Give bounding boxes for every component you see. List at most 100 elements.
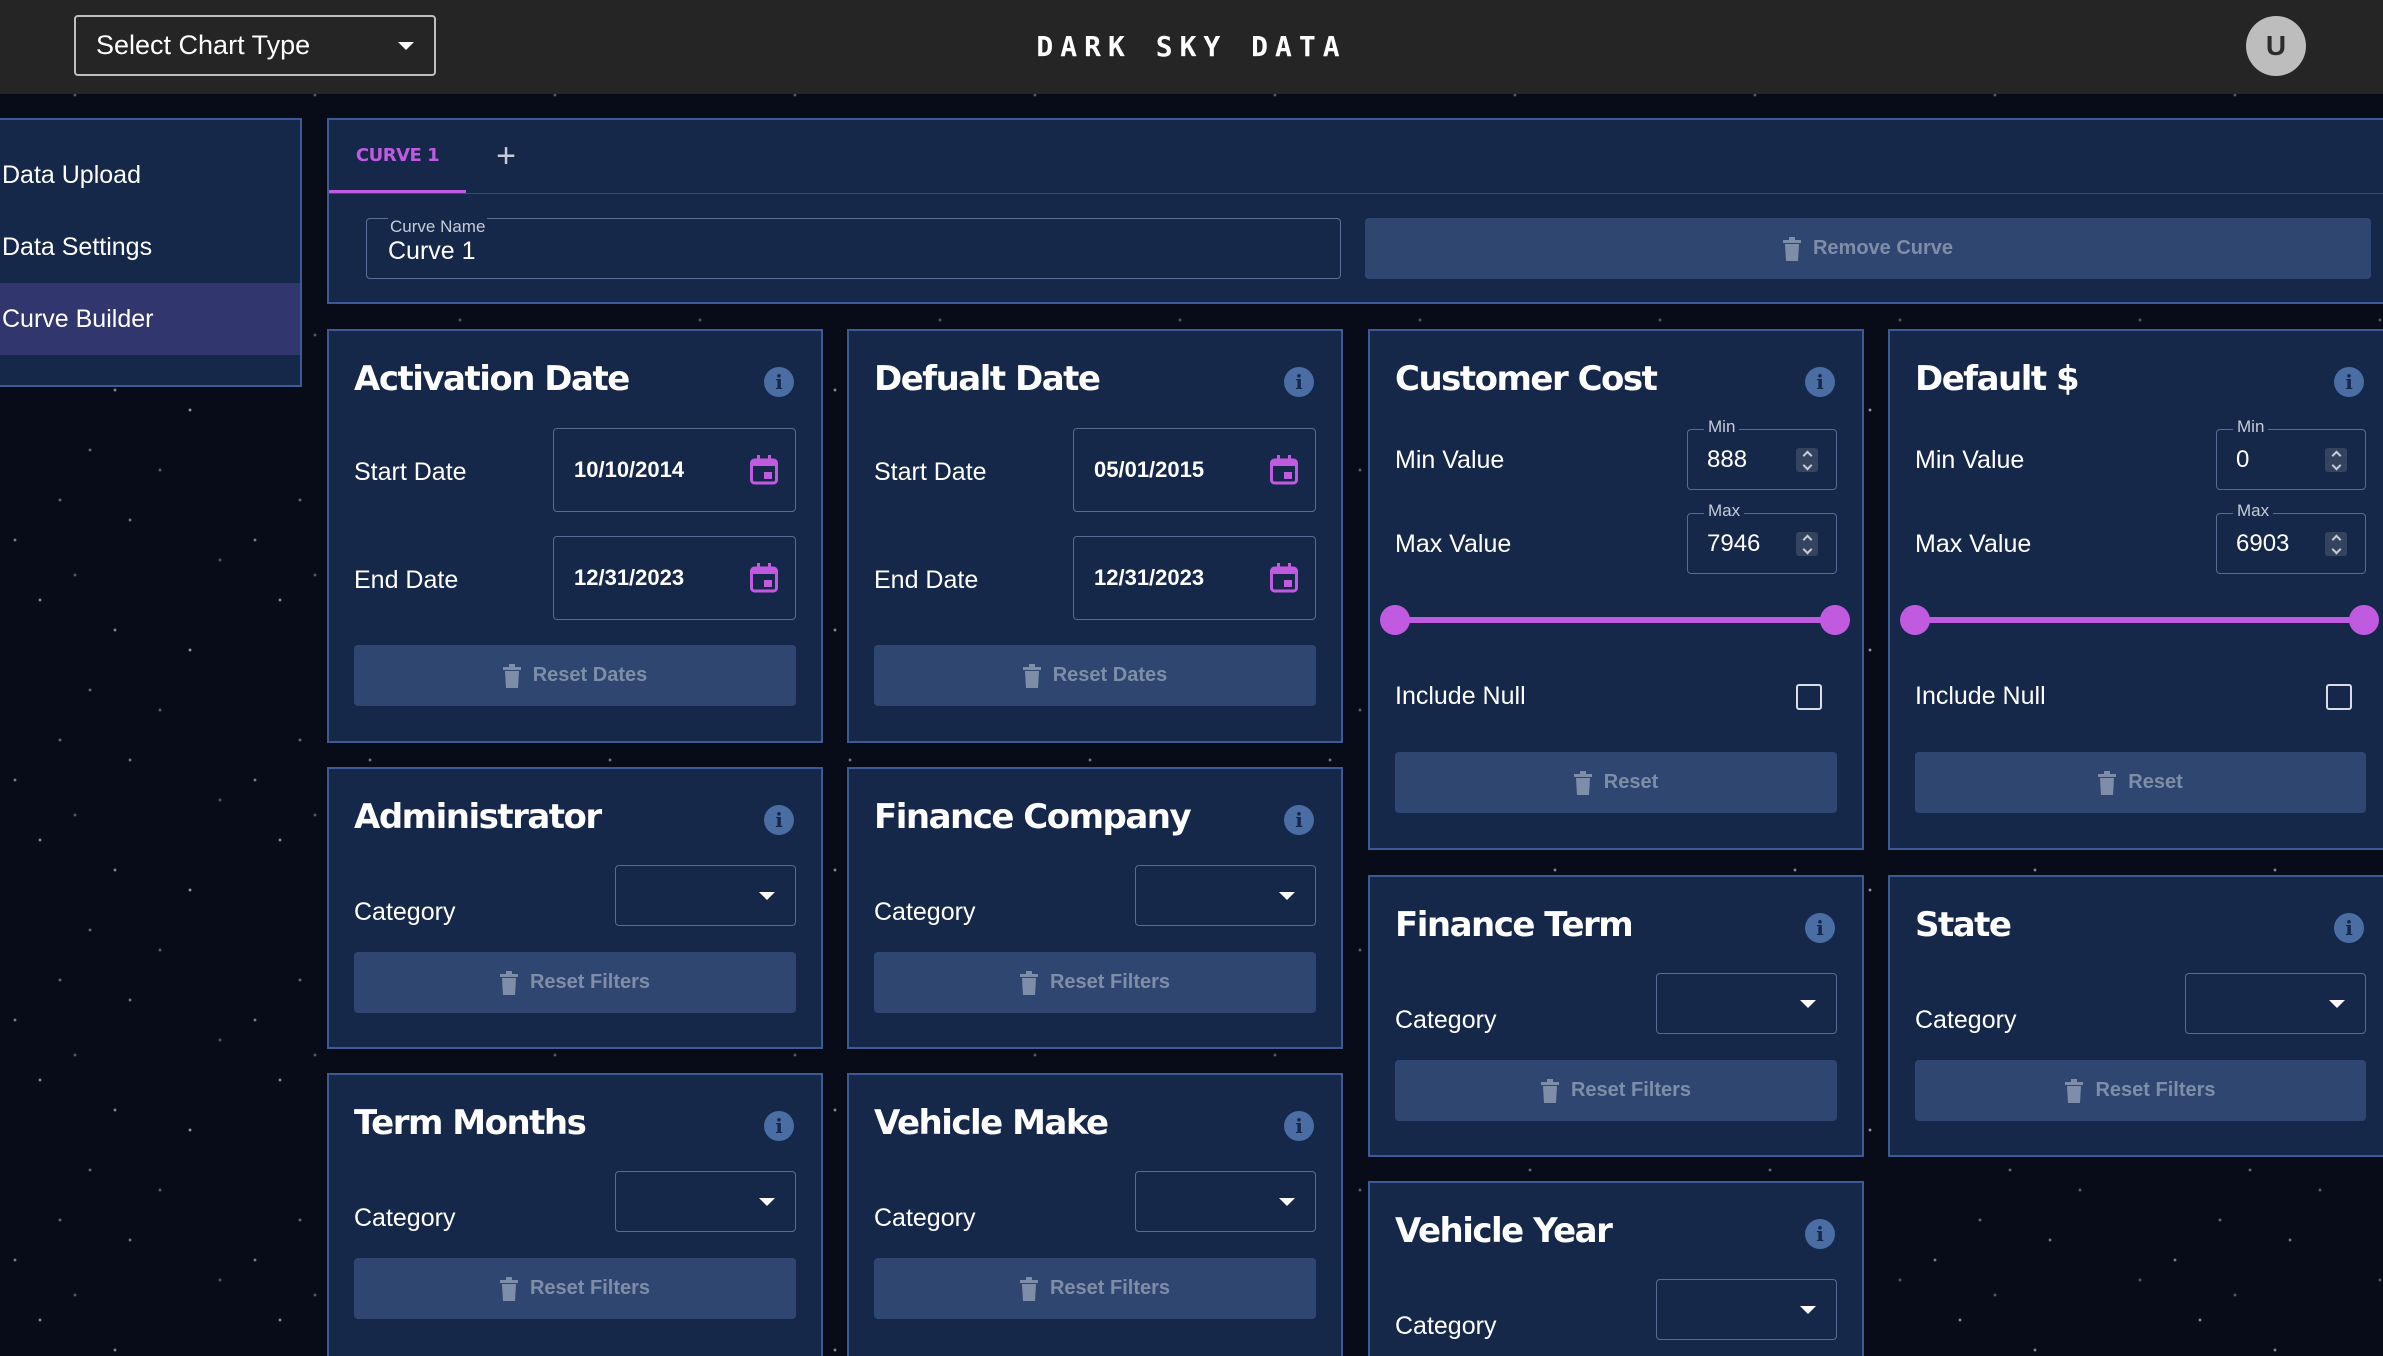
card-title: Default $	[1915, 359, 2080, 399]
spinner-icon[interactable]	[1796, 532, 1818, 556]
slider-max-thumb[interactable]	[2349, 605, 2379, 635]
state-card: State i Category Reset Filters	[1888, 875, 2383, 1157]
info-icon[interactable]: i	[1284, 367, 1314, 397]
activation-date-card: Activation Date i Start Date 10/10/2014 …	[327, 329, 823, 743]
add-curve-button[interactable]: +	[496, 137, 516, 175]
category-label: Category	[354, 898, 456, 926]
max-field-label: Max	[1704, 501, 1745, 521]
reset-filters-button[interactable]: Reset Filters	[1395, 1060, 1837, 1121]
sidebar-item-curve-builder[interactable]: Curve Builder	[0, 283, 300, 355]
finance-term-card: Finance Term i Category Reset Filters	[1368, 875, 1864, 1157]
caret-down-icon	[1279, 1197, 1295, 1206]
end-date-input[interactable]: 12/31/2023	[553, 536, 796, 620]
category-select[interactable]	[615, 1171, 796, 1232]
caret-down-icon	[1800, 1305, 1816, 1314]
vehicle-year-card: Vehicle Year i Category	[1368, 1181, 1864, 1356]
info-icon[interactable]: i	[1284, 805, 1314, 835]
end-date-input[interactable]: 12/31/2023	[1073, 536, 1316, 620]
min-value-input[interactable]: Min 888	[1687, 417, 1837, 490]
min-field-label: Min	[1704, 417, 1740, 437]
range-slider[interactable]	[1380, 605, 1850, 635]
min-value-input[interactable]: Min 0	[2216, 417, 2366, 490]
customer-cost-card: Customer Cost i Min Value Min 888 Max Va…	[1368, 329, 1864, 850]
max-value-input[interactable]: Max 7946	[1687, 501, 1837, 574]
slider-min-thumb[interactable]	[1900, 605, 1930, 635]
card-title: Activation Date	[354, 359, 630, 399]
card-title: Vehicle Year	[1395, 1211, 1613, 1251]
category-select[interactable]	[1656, 973, 1837, 1034]
tab-curve-1[interactable]: CURVE 1	[329, 120, 466, 193]
category-select[interactable]	[615, 865, 796, 926]
start-date-label: Start Date	[354, 458, 467, 486]
calendar-icon[interactable]	[750, 455, 778, 485]
info-icon[interactable]: i	[1805, 367, 1835, 397]
category-select[interactable]	[1135, 865, 1316, 926]
min-field-label: Min	[2233, 417, 2269, 437]
reset-dates-button[interactable]: Reset Dates	[354, 645, 796, 706]
max-value-input[interactable]: Max 6903	[2216, 501, 2366, 574]
info-icon[interactable]: i	[2334, 913, 2364, 943]
info-icon[interactable]: i	[764, 367, 794, 397]
reset-filters-button[interactable]: Reset Filters	[874, 952, 1316, 1013]
max-field-label: Max	[2233, 501, 2274, 521]
info-icon[interactable]: i	[764, 1111, 794, 1141]
end-date-value: 12/31/2023	[1094, 565, 1205, 590]
card-title: Finance Term	[1395, 905, 1634, 945]
start-date-value: 10/10/2014	[574, 457, 685, 482]
trash-icon	[500, 1277, 518, 1301]
info-icon[interactable]: i	[1805, 913, 1835, 943]
min-field-value: 888	[1707, 446, 1748, 473]
reset-filters-button[interactable]: Reset Filters	[354, 1258, 796, 1319]
category-select[interactable]	[2185, 973, 2366, 1034]
start-date-label: Start Date	[874, 458, 987, 486]
info-icon[interactable]: i	[764, 805, 794, 835]
calendar-icon[interactable]	[1270, 563, 1298, 593]
reset-dates-button[interactable]: Reset Dates	[874, 645, 1316, 706]
reset-dates-label: Reset Dates	[1052, 664, 1168, 686]
caret-down-icon	[2329, 999, 2345, 1008]
start-date-input[interactable]: 10/10/2014	[553, 428, 796, 512]
end-date-value: 12/31/2023	[574, 565, 685, 590]
remove-curve-button[interactable]: Remove Curve	[1365, 218, 2371, 279]
top-bar: Select Chart Type DARK SKY DATA U	[0, 0, 2383, 94]
category-label: Category	[1915, 1006, 2017, 1034]
include-null-checkbox[interactable]	[2326, 684, 2352, 710]
spinner-icon[interactable]	[2325, 532, 2347, 556]
spinner-icon[interactable]	[2325, 448, 2347, 472]
slider-min-thumb[interactable]	[1380, 605, 1410, 635]
max-field-value: 7946	[1707, 530, 1761, 557]
calendar-icon[interactable]	[1270, 455, 1298, 485]
reset-button[interactable]: Reset	[1395, 752, 1837, 813]
reset-button[interactable]: Reset	[1915, 752, 2366, 813]
user-avatar[interactable]: U	[2246, 16, 2306, 76]
curve-panel: CURVE 1 + Curve Name Curve 1 Remove Curv…	[327, 118, 2383, 304]
reset-filters-button[interactable]: Reset Filters	[354, 952, 796, 1013]
trash-icon	[2065, 1079, 2083, 1103]
reset-filters-label: Reset Filters	[529, 1277, 651, 1299]
reset-filters-label: Reset Filters	[529, 971, 651, 993]
calendar-icon[interactable]	[750, 563, 778, 593]
start-date-input[interactable]: 05/01/2015	[1073, 428, 1316, 512]
reset-filters-button[interactable]: Reset Filters	[874, 1258, 1316, 1319]
curve-name-value: Curve 1	[388, 237, 476, 265]
category-label: Category	[1395, 1006, 1497, 1034]
trash-icon	[2098, 771, 2116, 795]
include-null-checkbox[interactable]	[1796, 684, 1822, 710]
info-icon[interactable]: i	[1284, 1111, 1314, 1141]
reset-filters-button[interactable]: Reset Filters	[1915, 1060, 2366, 1121]
info-icon[interactable]: i	[1805, 1219, 1835, 1249]
min-value-label: Min Value	[1395, 446, 1505, 474]
sidebar-item-data-settings[interactable]: Data Settings	[2, 232, 153, 261]
slider-max-thumb[interactable]	[1820, 605, 1850, 635]
card-title: Customer Cost	[1395, 359, 1658, 399]
category-select[interactable]	[1135, 1171, 1316, 1232]
chart-type-select[interactable]: Select Chart Type	[74, 15, 436, 76]
sidebar-item-data-upload[interactable]: Data Upload	[2, 160, 141, 189]
spinner-icon[interactable]	[1796, 448, 1818, 472]
trash-icon	[1020, 971, 1038, 995]
curve-name-field[interactable]: Curve Name Curve 1	[366, 217, 1341, 279]
range-slider[interactable]	[1900, 605, 2379, 635]
chart-type-select-label: Select Chart Type	[96, 30, 311, 60]
category-select[interactable]	[1656, 1279, 1837, 1340]
info-icon[interactable]: i	[2334, 367, 2364, 397]
